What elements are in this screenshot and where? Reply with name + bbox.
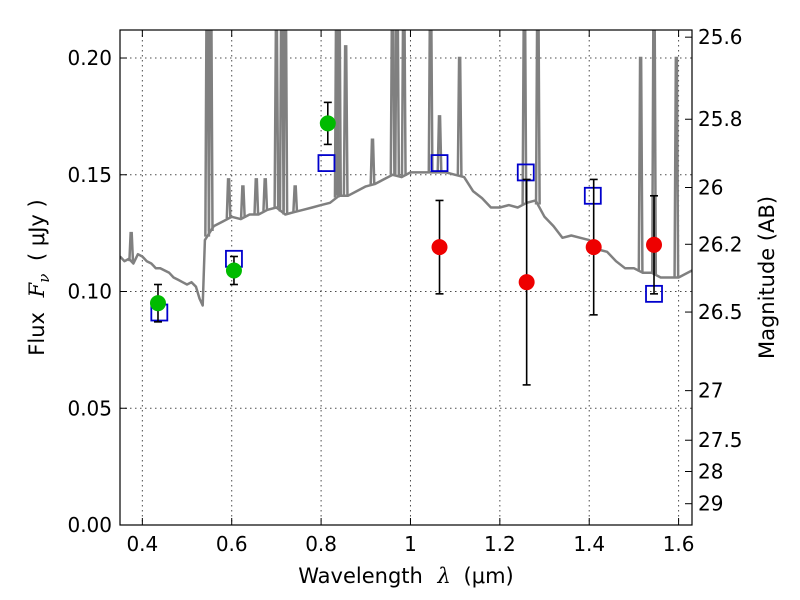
emission-line xyxy=(394,30,401,176)
x-tick-label: 1 xyxy=(404,532,417,556)
emission-line xyxy=(521,30,528,204)
mag-tick-label: 27 xyxy=(698,379,723,403)
emission-line xyxy=(282,30,289,215)
mag-tick-label: 27.5 xyxy=(698,428,743,452)
emission-line xyxy=(278,30,285,212)
model-phot-square xyxy=(583,186,602,205)
y-tick-label: 0.20 xyxy=(67,46,112,70)
x-tick-label: 1.4 xyxy=(573,532,605,556)
emission-line xyxy=(128,231,135,262)
mag-tick-label: 26.2 xyxy=(698,232,743,256)
emission-line xyxy=(225,178,232,219)
emission-line xyxy=(342,45,349,196)
magnitude-axis-label: Magnitude (AB) xyxy=(755,196,779,359)
emission-line xyxy=(436,115,443,173)
mag-tick-label: 25.6 xyxy=(698,25,743,49)
emission-line xyxy=(637,56,644,272)
mag-tick-label: 26.5 xyxy=(698,300,743,324)
model-phot-square xyxy=(516,163,535,182)
optical-data-point xyxy=(319,115,336,132)
optical-data-point xyxy=(225,262,242,279)
y-tick-label: 0.10 xyxy=(67,280,112,304)
x-tick-label: 1.2 xyxy=(484,532,516,556)
emission-line xyxy=(650,30,658,275)
emission-line xyxy=(262,178,269,212)
y-axis-label: Flux Fν ( μJy ) xyxy=(25,199,54,355)
mag-tick-label: 28 xyxy=(698,460,723,484)
emission-line xyxy=(239,185,246,219)
plot-frame xyxy=(119,29,693,526)
emission-line xyxy=(534,30,541,205)
emission-line xyxy=(456,56,463,176)
emission-line xyxy=(427,30,434,173)
emission-line xyxy=(389,30,396,175)
y-tick-label: 0.05 xyxy=(67,396,112,420)
y-tick-label: 0.15 xyxy=(67,163,112,187)
x-tick-label: 0.8 xyxy=(305,532,337,556)
emission-line xyxy=(207,30,214,232)
x-tick-label: 0.6 xyxy=(216,532,248,556)
model-phot-square xyxy=(317,154,336,172)
nir-data-point xyxy=(431,239,448,256)
model-sed-line xyxy=(120,171,692,307)
x-tick-label: 1.6 xyxy=(663,532,695,556)
x-tick-label: 0.4 xyxy=(126,532,158,556)
x-axis-label: Wavelength λ (μm) xyxy=(298,564,513,588)
y-tick-label: 0.00 xyxy=(67,513,112,537)
axes: 0.4 0.6 0.8 1 1.2 1.4 1.6 0.00 0.05 0.10 0.15 0.20 2… xyxy=(67,25,742,556)
mag-tick-label: 26 xyxy=(698,176,723,200)
emission-line xyxy=(253,178,260,215)
emission-line xyxy=(673,56,680,278)
emission-line xyxy=(273,30,280,208)
plot-area xyxy=(120,30,692,386)
mag-tick-label: 25.8 xyxy=(698,107,743,131)
emission-line xyxy=(335,30,343,196)
optical-data-point xyxy=(149,295,166,312)
nir-data-point xyxy=(518,274,535,291)
nir-data-point xyxy=(585,239,602,256)
emission-line xyxy=(369,138,376,185)
emission-line xyxy=(400,30,407,176)
mag-tick-label: 29 xyxy=(698,492,723,516)
model-phot-square xyxy=(430,154,449,172)
nir-data-point xyxy=(646,236,663,253)
emission-line xyxy=(292,185,299,212)
